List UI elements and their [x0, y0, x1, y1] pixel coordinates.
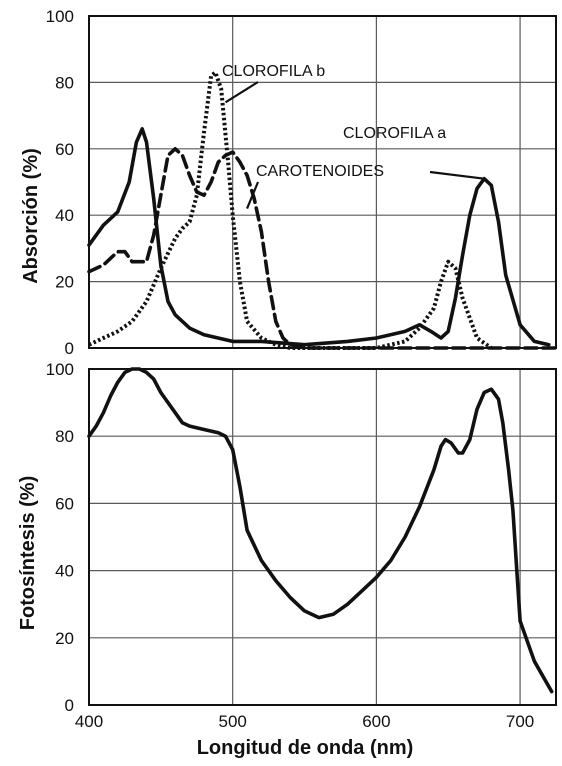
- y-tick-label: 0: [65, 339, 74, 358]
- annotation-clorofila-b: CLOROFILA b: [222, 63, 325, 80]
- x-tick-label: 500: [219, 712, 247, 731]
- photosynthesis-curve: [87, 367, 554, 694]
- y-tick-label: 20: [55, 273, 74, 292]
- leader-clorofila-a: [429, 170, 485, 180]
- y-tick-label: 100: [46, 360, 74, 379]
- x-axis-title: Longitud de onda (nm): [197, 737, 414, 759]
- y-tick-label: 100: [46, 7, 74, 26]
- x-tick-label: 600: [362, 712, 390, 731]
- y-tick-label: 60: [55, 140, 74, 159]
- label-layer: 0 20 40 60 80 100 0 20 40 60 80 100 400 500 600 700: [46, 7, 535, 731]
- leader-clorofila-b: [224, 81, 259, 104]
- grid-layer: [89, 16, 556, 705]
- leader-carotenoides: [246, 181, 260, 209]
- clorofila-a-curve: [87, 127, 551, 347]
- clorofila-b-curve: [88, 70, 493, 350]
- y-tick-label: 80: [55, 73, 74, 92]
- y-tick-label: 60: [55, 494, 74, 513]
- top-y-axis-title: Absorción (%): [20, 148, 42, 284]
- x-tick-label: 700: [506, 712, 534, 731]
- y-tick-label: 0: [65, 696, 74, 715]
- plot-frame: [88, 368, 557, 706]
- frame-layer: [88, 15, 557, 706]
- annotation-clorofila-a: CLOROFILA a: [343, 125, 446, 142]
- x-tick-label: 400: [75, 712, 103, 731]
- y-tick-label: 40: [55, 206, 74, 225]
- y-tick-label: 80: [55, 427, 74, 446]
- plot-frame: [88, 15, 557, 349]
- y-tick-label: 40: [55, 562, 74, 581]
- bottom-y-axis-title: Fotosíntesis (%): [17, 476, 39, 630]
- annotation-carotenoides: CAROTENOIDES: [256, 163, 384, 180]
- y-tick-label: 20: [55, 629, 74, 648]
